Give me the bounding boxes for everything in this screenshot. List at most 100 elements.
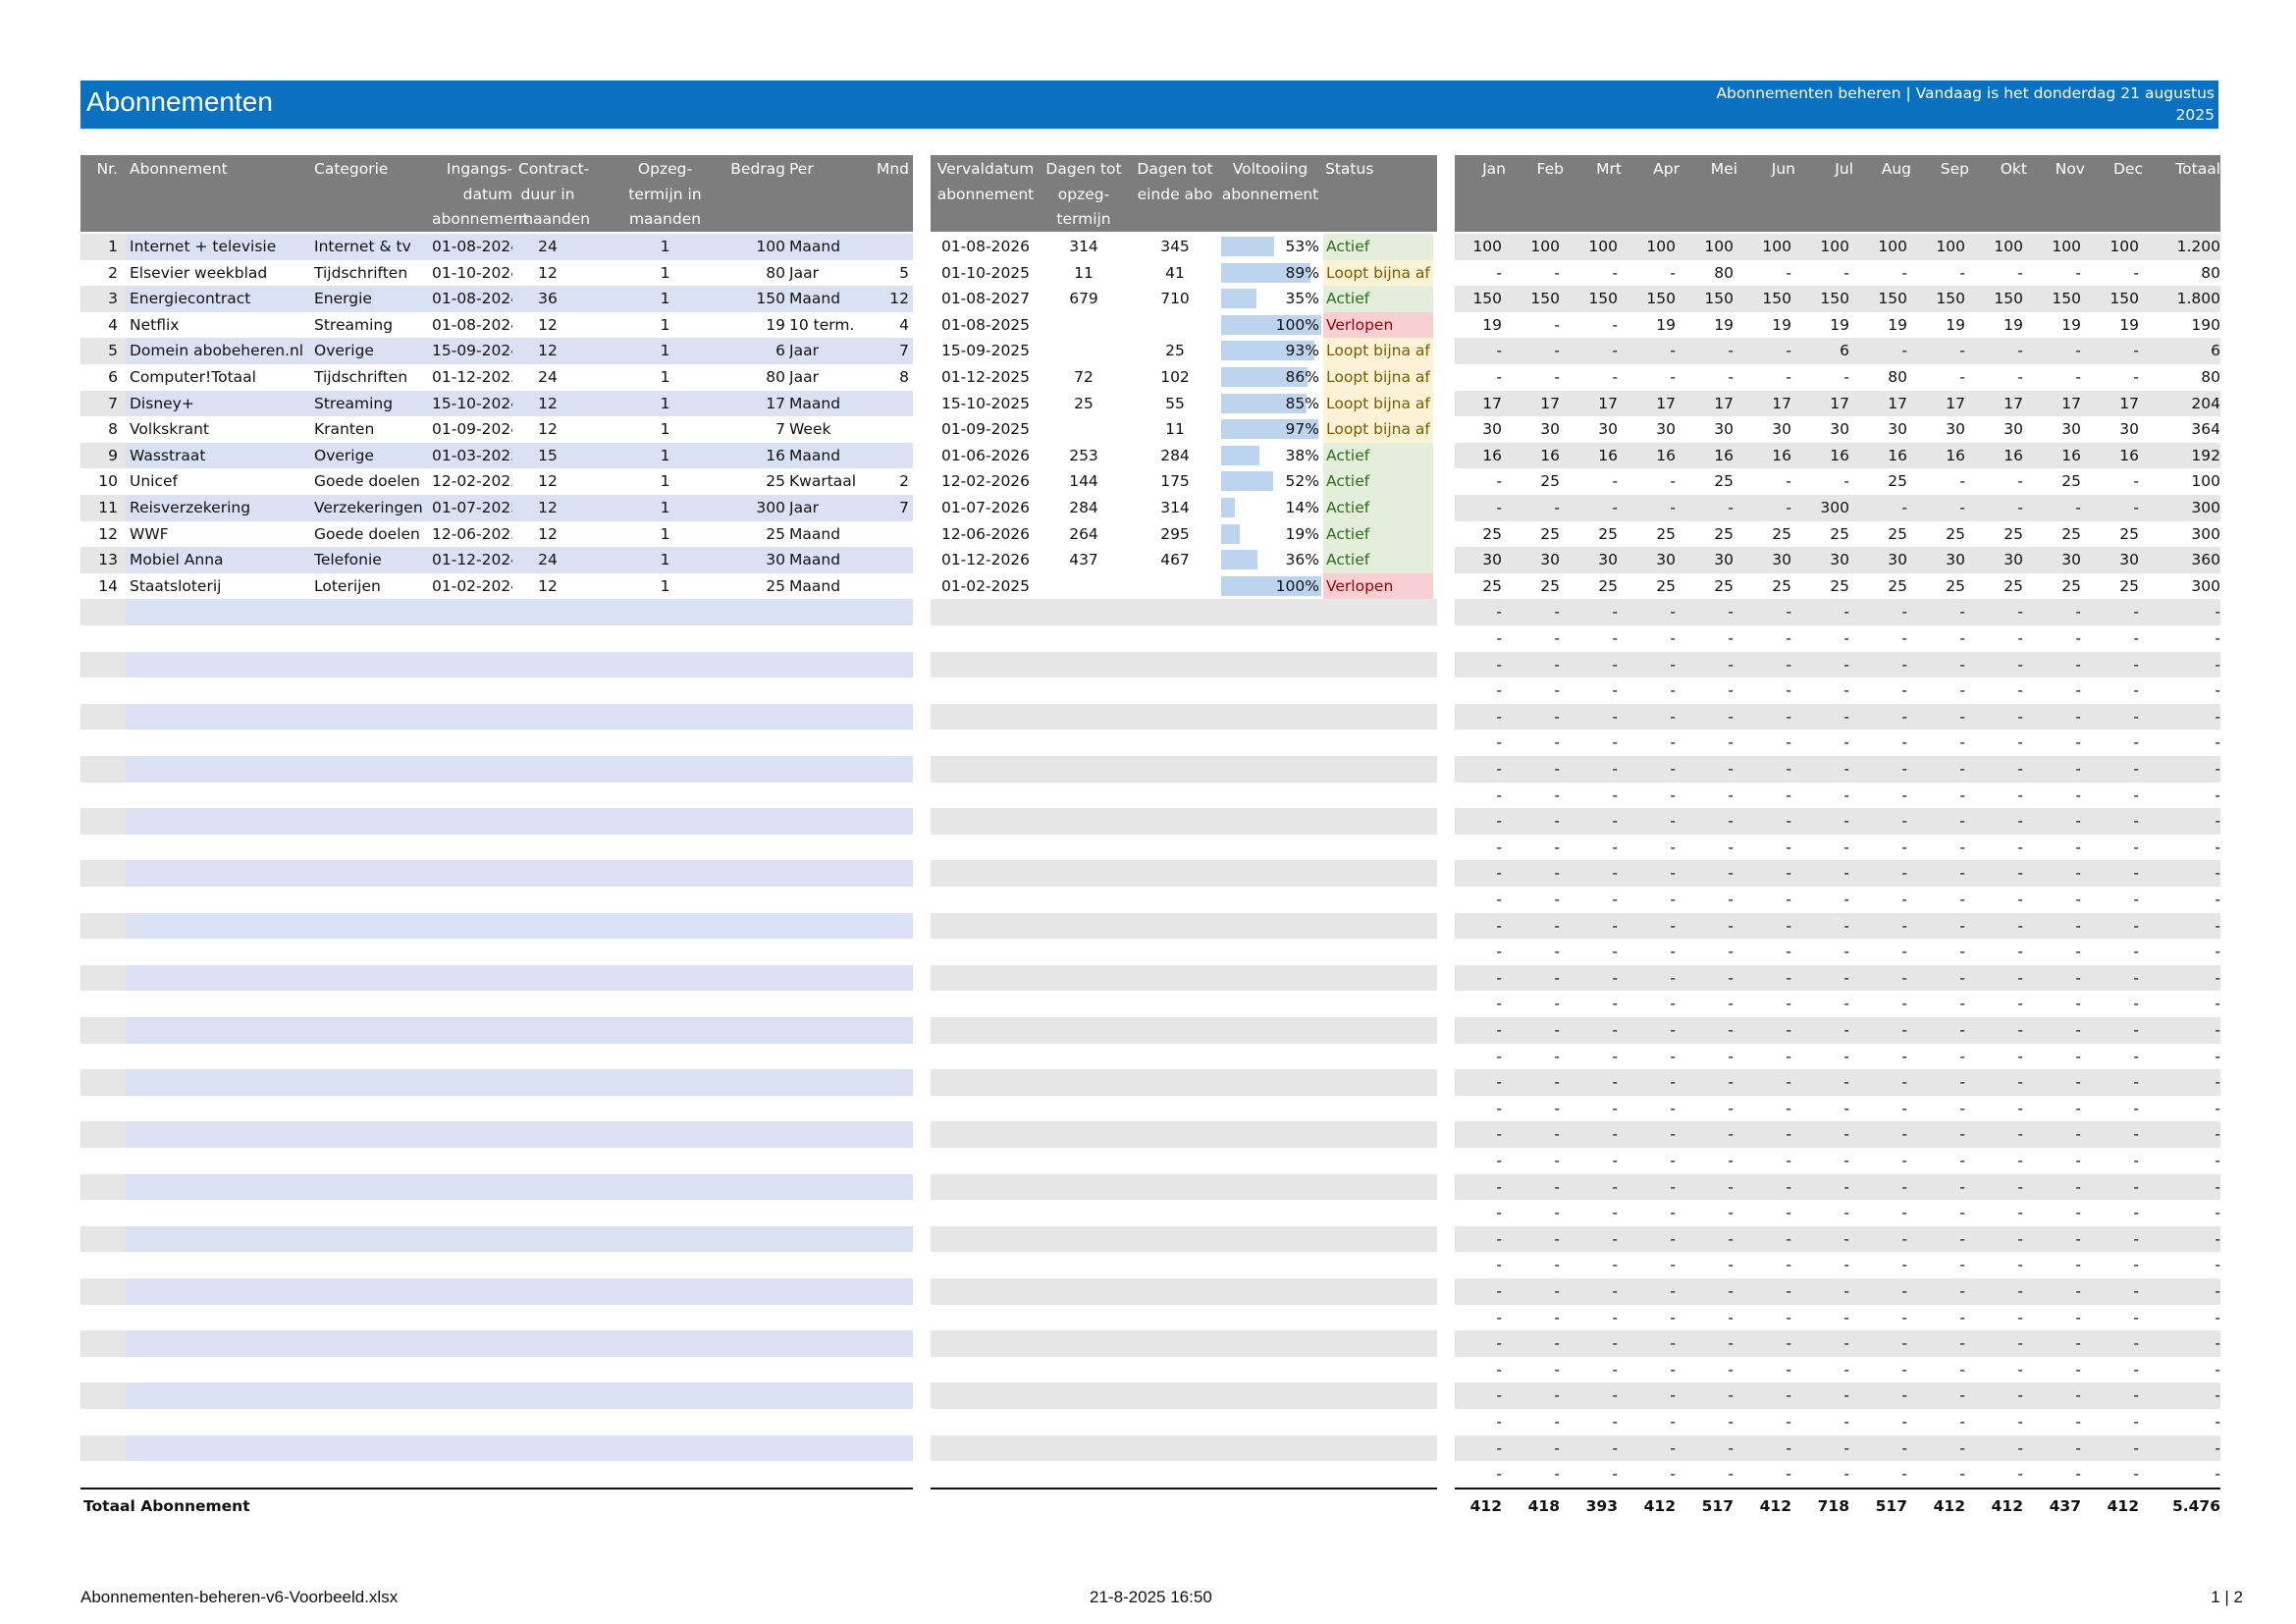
cell-month-empty: - [2017,760,2023,778]
cell-month-empty: - [1612,760,1618,778]
cell-month-amount: 30 [1482,551,1502,569]
cell-month-empty: - [2017,785,2023,804]
status-badge: Actief [1323,286,1433,312]
cell-month-empty: - [2133,995,2139,1013]
row-band [931,912,1437,940]
cell-month-amount: 17 [1946,394,1965,412]
cell-month-empty: - [1728,785,1734,804]
cell-days-end: 284 [1160,446,1190,464]
cell-month-empty: - [2075,733,2081,752]
cell-month-empty: - [2075,707,2081,726]
cell-mnd [866,443,909,469]
cell-month-amount: 16 [1946,446,1965,464]
column-header: Mei [1710,160,1737,178]
cell-month-empty: - [1612,943,1618,961]
cell-month-empty: - [1786,1152,1791,1169]
cell-month-empty: - [1670,1465,1676,1484]
cell-month-amount: 30 [2003,420,2023,439]
cell-month-empty: - [2215,1099,2220,1117]
cell-month-empty: - [1496,1229,1502,1248]
row-band [1455,860,2220,887]
cell-month-amount: 360 [2191,551,2220,569]
cell-month-empty: - [1843,655,1849,674]
cell-per: Maand [789,524,841,543]
subscriptions-table: Nr. Abonnement Categorie Ingangs- datum abo… [80,155,913,1530]
cell-month-empty: - [1496,1438,1502,1457]
cell-month-empty: - [1959,1413,1965,1431]
cell-month-empty: - [1843,629,1849,647]
cell-month-empty: - [2017,1413,2023,1431]
cell-month-empty: - [1670,760,1676,778]
total-value: 412 [1469,1496,1502,1515]
row-band [80,547,126,573]
row-band [126,234,913,260]
cell-month-empty: - [2075,681,2081,700]
cell-month-empty: - [2017,943,2023,961]
cell-month-empty: - [2133,1047,2139,1065]
cell-month-empty: - [2215,1438,2220,1457]
cell-month-amount: 80 [1888,368,1907,386]
row-band [80,1382,126,1409]
cell-month-empty: - [1728,1047,1734,1065]
row-band [80,1069,126,1096]
cell-month-empty: - [1612,864,1618,883]
cell-month-empty: - [1786,1125,1791,1144]
cell-cat: Streaming [314,394,394,412]
column-header: Apr [1653,160,1680,178]
cell-month-amount: - [1612,368,1618,386]
cell-month-amount: - [1959,472,1965,491]
cell-month-empty: - [1843,838,1849,856]
progress-bar [1221,550,1257,570]
cell-month-empty: - [2075,1099,2081,1117]
cell-month-empty: - [2133,891,2139,908]
row-band [126,1121,913,1148]
cell-days-opz: 437 [1069,551,1098,569]
cell-month-empty: - [1959,1282,1965,1300]
cell-month-amount: 100 [2191,472,2220,491]
cell-month-amount: - [1786,499,1791,516]
cell-month-empty: - [1786,1308,1791,1326]
cell-month-amount: - [1496,368,1502,386]
cell-month-empty: - [2075,1386,2081,1405]
row-band [126,599,913,625]
status-badge: Loopt bijna af [1323,390,1433,417]
cell-month-empty: - [1612,629,1618,647]
cell-month-empty: - [1554,1177,1560,1196]
row-band [80,756,126,783]
cell-month-amount: 19 [1482,315,1502,334]
cell-month-empty: - [2017,891,2023,908]
cell-month-amount: 19 [1888,315,1907,334]
header-info: Abonnementen beheren | Vandaag is het do… [1665,82,2215,126]
cell-month-empty: - [1554,655,1560,674]
cell-month-amount: 25 [1482,576,1502,595]
row-band [80,1017,126,1044]
cell-days-opz: 284 [1069,499,1098,516]
cell-month-empty: - [2215,1465,2220,1484]
cell-month-empty: - [2133,1021,2139,1039]
cell-month-amount: 100 [2109,238,2139,255]
cell-month-amount: 150 [2052,290,2081,308]
cell-month-empty: - [2215,629,2220,647]
cell-month-empty: - [1496,1125,1502,1144]
cell-month-empty: - [2075,812,2081,831]
row-band [931,1382,1437,1409]
total-value: 412 [1643,1496,1676,1515]
cell-opz: 1 [660,342,670,360]
cell-month-amount: 300 [2191,524,2220,543]
cell-month-empty: - [2133,785,2139,804]
cell-month-amount: - [1959,342,1965,360]
cell-exp: 01-12-2026 [940,551,1031,569]
cell-month-amount: 30 [1540,420,1560,439]
cell-month-amount: - [1670,368,1676,386]
cell-month-amount: - [2133,342,2139,360]
cell-month-empty: - [2215,707,2220,726]
row-band [931,703,1437,731]
row-band [126,651,913,678]
cell-days-opz [1041,573,1127,600]
cell-month-empty: - [1843,707,1849,726]
cell-month-empty: - [1670,629,1676,647]
cell-month-empty: - [1786,1073,1791,1092]
cell-month-empty: - [1670,864,1676,883]
cell-name: Staatsloterij [130,576,222,595]
cell-month-empty: - [1612,812,1618,831]
